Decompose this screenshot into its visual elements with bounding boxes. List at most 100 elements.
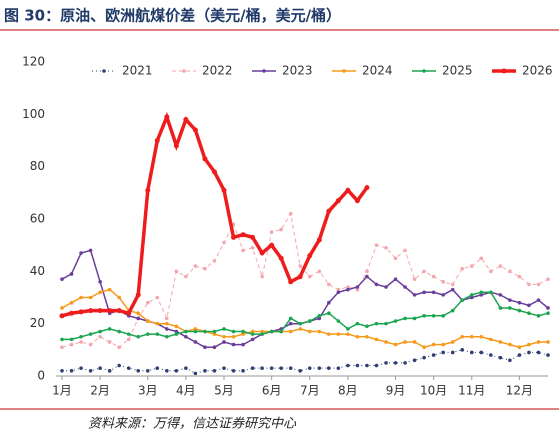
point <box>107 308 113 314</box>
y-tick-label: 40 <box>30 264 45 278</box>
point <box>365 324 369 329</box>
y-tick-label: 60 <box>30 212 45 226</box>
series-line <box>61 212 549 348</box>
point <box>241 248 245 253</box>
point <box>384 361 388 365</box>
point <box>441 280 445 284</box>
legend-marker <box>422 69 426 73</box>
point <box>536 298 541 302</box>
point <box>384 321 388 326</box>
point <box>546 311 550 316</box>
point <box>431 314 436 318</box>
point <box>365 363 369 368</box>
point <box>279 329 283 334</box>
point <box>422 269 426 274</box>
point <box>260 366 264 370</box>
point <box>364 185 370 191</box>
point <box>297 274 303 280</box>
point <box>212 345 217 350</box>
point <box>508 298 512 302</box>
point <box>346 327 350 331</box>
series-line <box>62 349 549 374</box>
point <box>60 368 64 373</box>
point <box>174 332 179 336</box>
x-tick-label: 7月 <box>300 384 320 398</box>
point <box>222 327 226 331</box>
point <box>269 366 274 370</box>
point <box>508 269 512 274</box>
point <box>298 327 303 331</box>
point <box>527 282 531 287</box>
point <box>193 327 198 331</box>
point <box>355 363 360 368</box>
point <box>117 295 121 300</box>
point <box>327 300 331 305</box>
point <box>69 300 74 305</box>
point <box>165 316 169 321</box>
point <box>317 329 322 334</box>
point <box>317 314 322 318</box>
point <box>307 274 312 279</box>
point <box>231 334 236 339</box>
point <box>517 353 522 357</box>
point <box>469 264 474 268</box>
point <box>346 287 350 292</box>
point <box>498 355 503 360</box>
y-tick-label: 0 <box>37 369 45 383</box>
point <box>489 290 493 295</box>
point <box>79 334 83 339</box>
point <box>508 358 512 363</box>
point <box>508 342 512 347</box>
point <box>98 290 102 295</box>
point <box>212 368 217 373</box>
point <box>489 337 493 342</box>
point <box>269 242 275 248</box>
point <box>469 350 474 355</box>
point <box>98 334 102 339</box>
point <box>460 298 465 302</box>
x-tick-label: 1月 <box>52 384 72 398</box>
point <box>450 282 455 287</box>
point <box>469 293 474 297</box>
point <box>192 127 198 133</box>
point <box>508 306 512 310</box>
point <box>517 300 522 305</box>
point <box>165 321 169 326</box>
point <box>346 363 350 368</box>
point <box>203 329 207 334</box>
point <box>222 340 226 344</box>
legend-label: 2023 <box>282 64 313 78</box>
point <box>279 227 283 232</box>
point <box>412 293 417 297</box>
point <box>288 329 293 334</box>
point <box>203 266 207 271</box>
point <box>336 332 341 336</box>
point <box>269 329 274 334</box>
point <box>374 363 379 368</box>
point <box>231 234 237 240</box>
point <box>78 309 84 315</box>
point <box>116 308 122 314</box>
x-tick-label: 3月 <box>138 384 158 398</box>
point <box>517 345 522 350</box>
point <box>336 366 341 370</box>
point <box>412 277 417 281</box>
point <box>393 342 398 347</box>
point <box>145 319 150 323</box>
point <box>98 280 102 284</box>
point <box>260 329 264 334</box>
point <box>155 295 160 300</box>
point <box>260 332 264 336</box>
point <box>288 321 293 326</box>
x-tick-label: 6月 <box>262 384 282 398</box>
point <box>79 340 83 344</box>
point <box>88 248 93 253</box>
point <box>193 371 198 376</box>
point <box>374 337 379 342</box>
point <box>250 329 255 334</box>
point <box>203 345 207 350</box>
point <box>441 350 445 355</box>
point <box>317 366 322 370</box>
point <box>374 282 379 287</box>
point <box>155 332 160 336</box>
